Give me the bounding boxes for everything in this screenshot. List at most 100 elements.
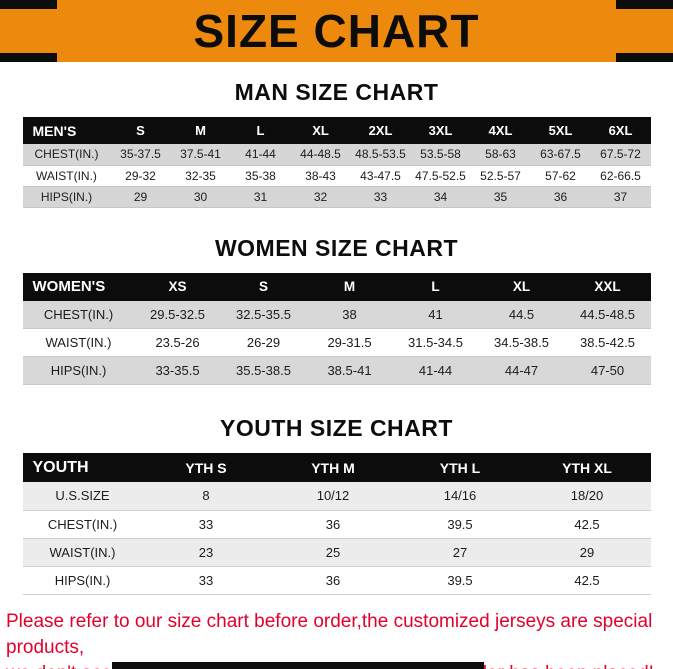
table-cell: 29-31.5	[327, 335, 372, 350]
table-row: WAIST(IN.) 23 25 27 29	[22, 538, 651, 566]
banner-corner-bottom-left	[0, 53, 57, 62]
table-cell: 33	[198, 572, 214, 588]
table-cell: 32	[313, 189, 328, 204]
column-header: XL	[290, 117, 351, 144]
youth-section-heading: YOUTH SIZE CHART	[220, 415, 453, 441]
table-cell: 37.5-41	[180, 147, 221, 162]
table-cell: 35-37.5	[120, 147, 161, 162]
page-title: SIZE CHART	[193, 5, 480, 57]
table-cell: 35-38	[245, 168, 276, 183]
table-cell: 31	[253, 189, 268, 204]
table-cell: 14/16	[443, 488, 477, 504]
row-label: CHEST(IN.)	[34, 147, 99, 162]
column-header: M	[306, 272, 393, 301]
table-cell: 29	[133, 189, 148, 204]
column-header: 6XL	[590, 117, 651, 144]
table-corner-header: WOMEN'S	[22, 272, 135, 301]
column-header: L	[230, 117, 291, 144]
youth-size-section: YOUTH SIZE CHART YOUTH YTH S YTH M YTH L YTH…	[0, 415, 673, 595]
table-cell: 27	[452, 544, 468, 560]
row-label: HIPS(IN.)	[50, 363, 107, 378]
header-row: YOUTH YTH S YTH M YTH L YTH XL	[22, 453, 651, 482]
table-cell: 62-66.5	[600, 168, 641, 183]
header-row: MEN'S S M L XL 2XL 3XL 4XL 5XL 6XL	[22, 117, 651, 144]
row-label: HIPS(IN.)	[40, 189, 93, 204]
row-label: WAIST(IN.)	[45, 335, 112, 350]
table-row: HIPS(IN.) 29 30 31 32 33 34 35 36 37	[22, 186, 651, 207]
banner-corner-top-left	[0, 0, 57, 9]
table-row: CHEST(IN.) 35-37.5 37.5-41 41-44 44-48.5 48.5…	[22, 144, 651, 165]
banner-corner-bottom-right	[616, 53, 673, 62]
table-cell: 38-43	[305, 168, 336, 183]
table-cell: 42.5	[574, 572, 600, 588]
table-cell: 23	[198, 544, 214, 560]
table-cell: 32-35	[185, 168, 216, 183]
row-label: U.S.SIZE	[55, 488, 110, 504]
table-cell: 39.5	[447, 572, 473, 588]
table-cell: 30	[193, 189, 208, 204]
column-header: 3XL	[410, 117, 471, 144]
table-cell: 39.5	[447, 516, 473, 532]
column-header: XS	[134, 272, 221, 301]
table-cell: 25	[325, 544, 341, 560]
table-cell: 41-44	[245, 147, 276, 162]
column-header: L	[392, 272, 479, 301]
table-cell: 34	[433, 189, 448, 204]
column-header: S	[110, 117, 171, 144]
table-cell: 47.5-52.5	[415, 168, 466, 183]
men-size-section: MAN SIZE CHART MEN'S S M L XL 2XL 3XL 4XL 5XL 6XL…	[0, 79, 673, 208]
banner: SIZE CHART	[0, 0, 673, 62]
row-label: HIPS(IN.)	[54, 572, 111, 588]
women-section-heading: WOMEN SIZE CHART	[214, 234, 459, 261]
table-cell: 29	[579, 544, 595, 560]
table-cell: 48.5-53.5	[355, 147, 406, 162]
table-cell: 47-50	[590, 363, 625, 378]
table-cell: 35	[493, 189, 508, 204]
row-label: WAIST(IN.)	[36, 168, 97, 183]
table-cell: 42.5	[574, 516, 600, 532]
table-row: WAIST(IN.) 23.5-26 26-29 29-31.5 31.5-34.5 34…	[22, 328, 651, 357]
women-size-table: WOMEN'S XS S M L XL XXL CHEST(IN.) 29.5-32.5 32.5…	[22, 272, 651, 386]
table-cell: 52.5-57	[480, 168, 521, 183]
table-cell: 43-47.5	[360, 168, 401, 183]
youth-size-table: YOUTH YTH S YTH M YTH L YTH XL U.S.SIZE 8 10/12…	[22, 453, 651, 595]
bottom-crop-bar	[112, 662, 484, 669]
row-label: CHEST(IN.)	[43, 306, 114, 322]
column-header: XL	[478, 272, 565, 301]
table-row: HIPS(IN.) 33-35.5 35.5-38.5 38.5-41 41-44 44-…	[22, 356, 651, 385]
header-row: WOMEN'S XS S M L XL XXL	[22, 272, 651, 301]
table-cell: 37	[613, 189, 628, 204]
table-cell: 36	[325, 516, 341, 532]
table-cell: 44.5-48.5	[580, 306, 635, 322]
column-header: M	[170, 117, 231, 144]
column-header: YTH S	[142, 453, 270, 482]
banner-corner-top-right	[616, 0, 673, 9]
column-header: XXL	[564, 272, 651, 301]
table-cell: 10/12	[316, 488, 350, 504]
table-row: WAIST(IN.) 29-32 32-35 35-38 38-43 43-47.5 47.…	[22, 165, 651, 186]
table-cell: 29-32	[125, 168, 156, 183]
table-cell: 23.5-26	[155, 335, 200, 350]
row-label: WAIST(IN.)	[49, 544, 116, 560]
table-cell: 44-48.5	[300, 147, 341, 162]
table-cell: 41	[428, 306, 443, 322]
table-cell: 26-29	[246, 335, 281, 350]
table-cell: 63-67.5	[540, 147, 581, 162]
table-cell: 38	[342, 306, 357, 322]
table-cell: 67.5-72	[600, 147, 641, 162]
table-cell: 33	[198, 516, 214, 532]
table-cell: 53.5-58	[420, 147, 461, 162]
table-cell: 44-47	[504, 363, 539, 378]
column-header: 4XL	[470, 117, 531, 144]
table-corner-header: MEN'S	[22, 117, 111, 144]
table-row: CHEST(IN.) 33 36 39.5 42.5	[22, 510, 651, 538]
column-header: 5XL	[530, 117, 591, 144]
table-cell: 33	[373, 189, 388, 204]
table-cell: 44.5	[508, 306, 535, 322]
column-header: 2XL	[350, 117, 411, 144]
table-cell: 36	[553, 189, 568, 204]
table-cell: 38.5-42.5	[580, 335, 635, 350]
table-cell: 18/20	[570, 488, 604, 504]
column-header: S	[220, 272, 307, 301]
